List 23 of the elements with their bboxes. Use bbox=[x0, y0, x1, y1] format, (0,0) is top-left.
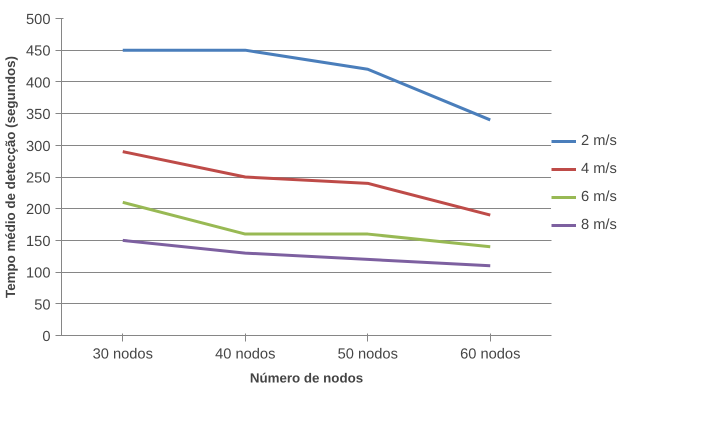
y-tick-label: 450 bbox=[26, 44, 51, 60]
x-tick-label: 40 nodos bbox=[215, 346, 276, 362]
line-series bbox=[121, 150, 492, 217]
y-tick-label: 150 bbox=[26, 234, 51, 250]
x-tick-label: 30 nodos bbox=[92, 346, 153, 362]
legend-label: 4 m/s bbox=[581, 161, 617, 177]
x-tick-label: 50 nodos bbox=[338, 346, 398, 362]
y-tick-label: 300 bbox=[26, 138, 51, 155]
legend-label: 2 m/s bbox=[581, 133, 617, 149]
legend-label: 8 m/s bbox=[581, 217, 617, 233]
y-tick-label: 50 bbox=[34, 297, 51, 314]
x-tick-label: 60 nodos bbox=[460, 346, 520, 362]
y-tick-label: 200 bbox=[26, 202, 51, 218]
y-tick-label: 350 bbox=[26, 107, 51, 124]
legend-label: 6 m/s bbox=[581, 189, 617, 205]
y-tick-label: 0 bbox=[42, 329, 51, 345]
y-tick-label: 500 bbox=[26, 12, 51, 28]
line-series bbox=[121, 238, 492, 268]
y-tick-label: 100 bbox=[26, 266, 51, 282]
y-axis-title: Tempo médio de detecção (segundos) bbox=[3, 56, 18, 298]
y-tick-label: 400 bbox=[26, 75, 51, 92]
x-axis-title: Número de nodos bbox=[250, 370, 364, 386]
y-tick-label: 250 bbox=[26, 170, 51, 186]
